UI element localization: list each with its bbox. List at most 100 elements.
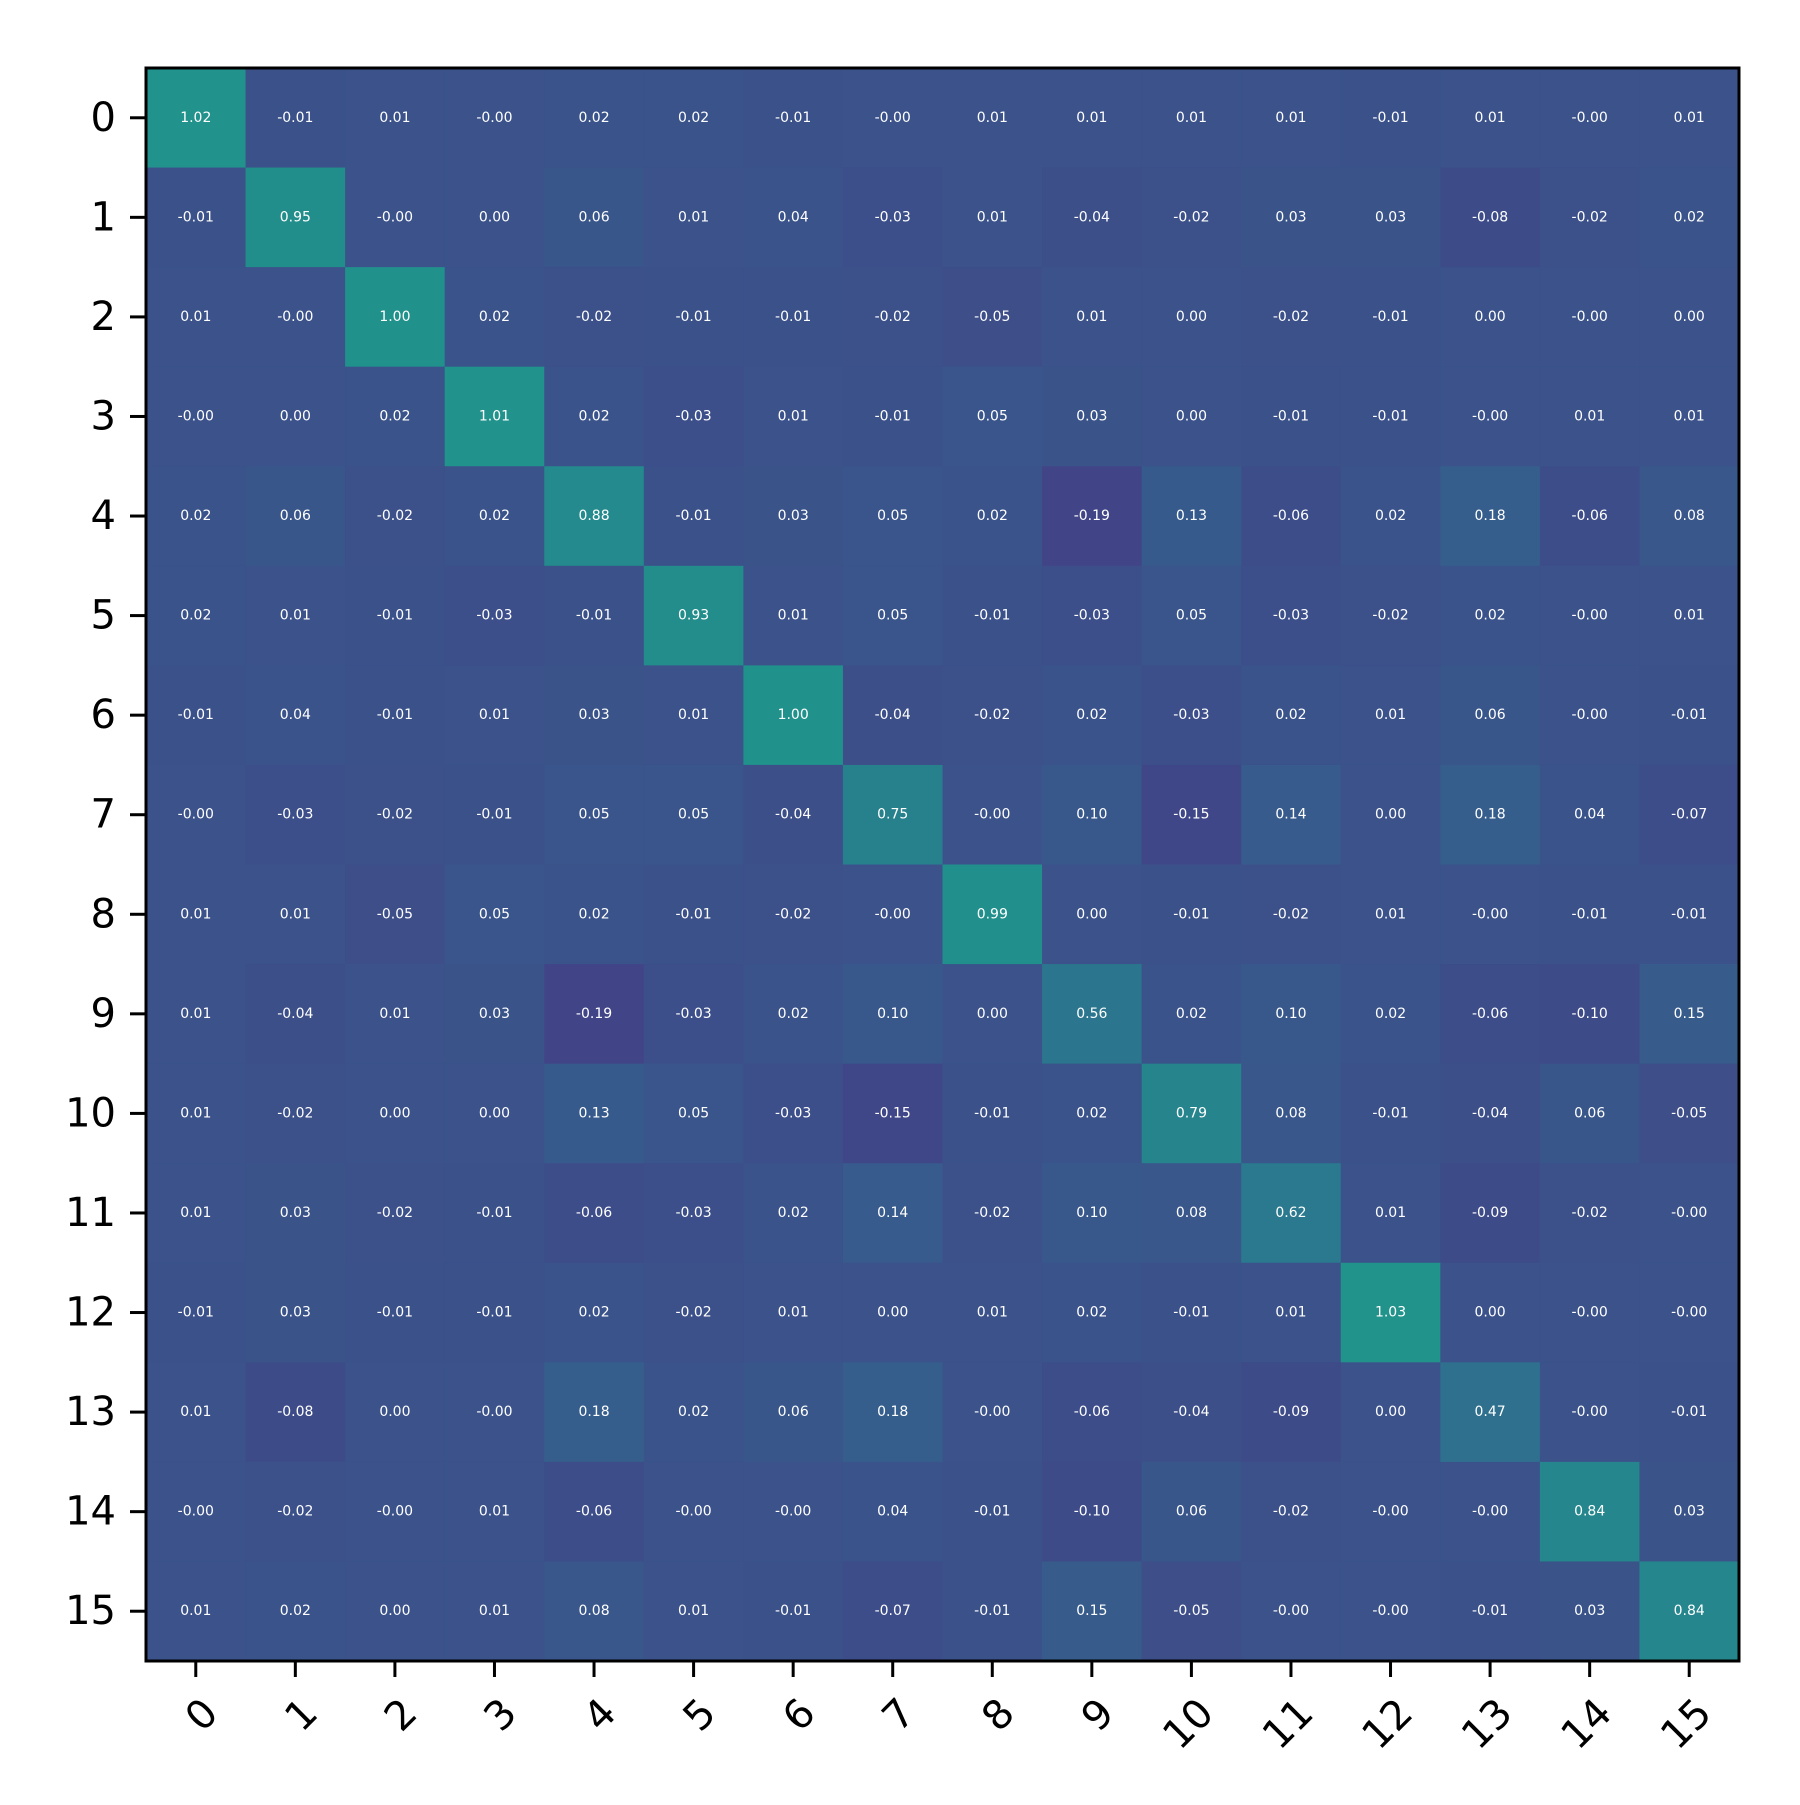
cell-value-label: 0.00	[1475, 1305, 1506, 1321]
y-tick-label: 6	[91, 692, 116, 738]
cell-value-label: 0.47	[1475, 1404, 1506, 1420]
heatmap-cell	[1241, 1362, 1342, 1463]
heatmap-cell	[942, 167, 1043, 268]
heatmap-cell	[842, 1163, 944, 1264]
x-tick-label: 3	[475, 1690, 526, 1741]
cell-value-label: 0.10	[1275, 1006, 1306, 1022]
heatmap-cell	[1539, 764, 1641, 866]
heatmap-cell	[1241, 167, 1342, 268]
cell-value-label: 0.05	[678, 1105, 709, 1121]
cell-value-label: -0.01	[1372, 309, 1408, 325]
heatmap-cell	[1340, 864, 1441, 965]
heatmap-cell	[1639, 1163, 1740, 1264]
cell-value-label: -0.01	[377, 608, 413, 624]
cell-value-label: 0.02	[578, 906, 609, 922]
cell-value-label: 0.79	[1176, 1105, 1207, 1121]
cell-value-label: -0.01	[1372, 408, 1408, 424]
x-tick-label: 5	[674, 1690, 725, 1741]
cell-value-label: 0.02	[180, 608, 211, 624]
cell-value-label: -0.01	[377, 707, 413, 723]
heatmap-cell	[1241, 764, 1342, 866]
heatmap-cell	[1042, 1561, 1143, 1662]
heatmap-cell	[544, 1561, 645, 1662]
cell-value-label: 0.02	[1674, 209, 1705, 225]
heatmap-cell	[146, 764, 247, 866]
cell-value-label: -0.01	[974, 608, 1010, 624]
heatmap-cell	[444, 964, 545, 1065]
heatmap-cell	[1042, 665, 1143, 766]
cell-value-label: 0.01	[1176, 110, 1207, 126]
heatmap-cell	[345, 167, 446, 268]
heatmap-cell	[1141, 1063, 1242, 1164]
heatmap-cell	[643, 764, 744, 866]
heatmap-cell	[345, 68, 446, 169]
cell-value-label: 0.01	[180, 1105, 211, 1121]
cell-value-label: 0.01	[180, 1006, 211, 1022]
cell-value-label: 0.00	[379, 1603, 410, 1619]
heatmap-cell	[245, 466, 346, 567]
heatmap-cell	[1539, 964, 1641, 1065]
x-tick-label: 13	[1453, 1690, 1522, 1759]
cell-value-label: -0.01	[775, 110, 811, 126]
heatmap-cell	[743, 267, 844, 368]
cell-value-label: 0.01	[1475, 110, 1506, 126]
cell-value-label: 0.95	[280, 209, 311, 225]
heatmap-cell	[245, 1262, 346, 1363]
heatmap-cell	[1340, 1461, 1441, 1563]
heatmap-cell	[643, 167, 744, 268]
heatmap-cell	[1440, 565, 1541, 666]
cell-value-label: 0.01	[778, 1305, 809, 1321]
heatmap-cell	[245, 1561, 346, 1662]
heatmap-cell	[1440, 1063, 1541, 1164]
cell-value-label: 0.02	[1076, 1305, 1107, 1321]
cell-value-label: -0.03	[476, 608, 512, 624]
cell-value-label: 0.02	[280, 1603, 311, 1619]
heatmap-cell	[842, 68, 944, 169]
cell-value-label: -0.00	[1572, 1305, 1608, 1321]
cell-value-label: -0.00	[476, 110, 512, 126]
cell-value-label: -0.04	[1074, 209, 1110, 225]
cell-value-label: 0.01	[1375, 906, 1406, 922]
cell-value-label: -0.03	[675, 1006, 711, 1022]
y-tick-label: 3	[91, 393, 116, 439]
cell-value-label: 0.01	[180, 1205, 211, 1221]
heatmap-cell	[444, 1063, 545, 1164]
heatmap-cell	[1539, 466, 1641, 567]
y-tick-label: 11	[65, 1190, 116, 1236]
cell-value-label: 0.03	[479, 1006, 510, 1022]
cell-value-label: 0.00	[877, 1305, 908, 1321]
cell-value-label: -0.15	[875, 1105, 911, 1121]
heatmap-cell	[1539, 565, 1641, 666]
heatmap-cell	[743, 1362, 844, 1463]
cell-value-label: -0.07	[1671, 807, 1707, 823]
cell-value-label: 0.02	[1475, 608, 1506, 624]
heatmap-cell	[1539, 1362, 1641, 1463]
cell-value-label: 0.62	[1275, 1205, 1306, 1221]
heatmap-cell	[146, 267, 247, 368]
cell-value-label: 0.02	[479, 508, 510, 524]
cell-value-label: -0.00	[1572, 608, 1608, 624]
heatmap-cell	[1539, 1163, 1641, 1264]
cell-value-label: 0.03	[280, 1205, 311, 1221]
cell-value-label: 0.08	[1275, 1105, 1306, 1121]
heatmap-cell	[1440, 1561, 1541, 1662]
cell-value-label: 0.03	[1076, 408, 1107, 424]
cell-value-label: -0.06	[1074, 1404, 1110, 1420]
heatmap-cell	[1440, 466, 1541, 567]
cell-value-label: 0.10	[1076, 807, 1107, 823]
heatmap-cell	[842, 1561, 944, 1662]
cell-value-label: -0.01	[1472, 1603, 1508, 1619]
cell-value-label: -0.06	[576, 1504, 612, 1520]
heatmap-cell	[1440, 665, 1541, 766]
cell-value-label: 0.03	[1275, 209, 1306, 225]
cell-value-label: -0.02	[576, 309, 612, 325]
x-tick-label: 11	[1254, 1690, 1323, 1759]
cell-value-label: 0.01	[1674, 408, 1705, 424]
cell-value-label: -0.01	[974, 1105, 1010, 1121]
heatmap-cell	[643, 565, 744, 666]
heatmap-cell	[1639, 68, 1740, 169]
cell-value-label: -0.04	[875, 707, 911, 723]
cell-value-label: 0.15	[1076, 1603, 1107, 1619]
heatmap-cell	[345, 864, 446, 965]
heatmap-cell	[1639, 764, 1740, 866]
